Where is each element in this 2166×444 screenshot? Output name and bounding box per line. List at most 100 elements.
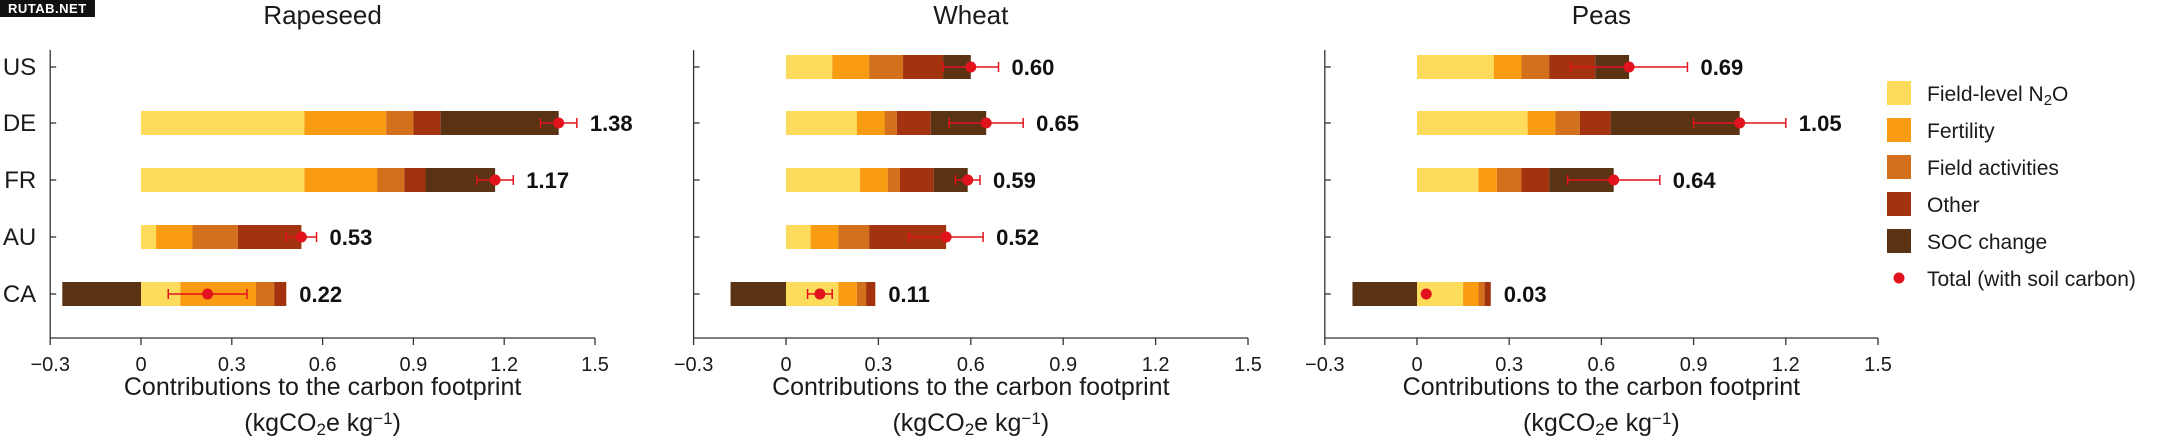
x-axis-title: Contributions to the carbon footprint <box>124 373 522 401</box>
bar-segment-de-field-activities <box>1555 111 1580 135</box>
legend-item: Field activities <box>1887 155 2059 180</box>
unit-part: (kgCO <box>244 409 316 437</box>
x-tick-label: 1.5 <box>581 354 609 376</box>
total-label: 0.52 <box>996 225 1039 250</box>
category-label: DE <box>3 110 36 137</box>
unit-part: e kg <box>974 409 1021 437</box>
bar-segment-fr-field-activities <box>887 168 900 192</box>
bar-segment-de-field-level-n2o <box>141 111 305 135</box>
bar-segment-ca-field-activities <box>256 282 275 306</box>
bar-segment-ca-soc-change <box>62 282 141 306</box>
unit-part: 2 <box>965 420 974 439</box>
bar-segment-fr-other <box>899 168 934 192</box>
bar-segment-fr-fertility <box>304 168 378 192</box>
x-tick-label: 0.3 <box>218 354 246 376</box>
legend-label: Other <box>1927 194 1980 217</box>
total-label: 1.05 <box>1799 111 1842 136</box>
legend-swatch <box>1887 229 1911 253</box>
legend-item: Total (with soil carbon) <box>1893 268 2136 291</box>
total-point <box>553 117 565 129</box>
total-point <box>814 288 826 300</box>
x-tick-label: −0.3 <box>30 354 69 376</box>
legend-text: SOC change <box>1927 231 2047 254</box>
legend-text: Fertility <box>1927 120 1995 143</box>
bar-segment-de-fertility <box>1527 111 1556 135</box>
x-tick-label: 1.2 <box>1772 354 1800 376</box>
bar-segment-de-field-activities <box>386 111 414 135</box>
bar-segment-de-fertility <box>856 111 885 135</box>
bar-segment-fr-other <box>1521 168 1550 192</box>
bar-segment-fr-fertility <box>1478 168 1497 192</box>
bar-segment-au-fertility <box>810 225 839 249</box>
unit-part: −1 <box>1021 409 1040 428</box>
total-point <box>1623 61 1635 73</box>
bar-segment-ca-field-activities <box>1478 282 1485 306</box>
total-point <box>295 231 307 243</box>
legend-label: Field activities <box>1927 157 2059 180</box>
bar-segment-us-other <box>903 55 944 79</box>
bar-segment-us-field-level-n2o <box>786 55 833 79</box>
total-label: 0.11 <box>888 282 930 307</box>
category-label: FR <box>4 167 36 194</box>
unit-part: e kg <box>1605 409 1652 437</box>
x-tick-label: 1.2 <box>490 354 518 376</box>
x-tick-label: −0.3 <box>674 354 713 376</box>
x-tick-label: 1.2 <box>1142 354 1170 376</box>
total-label: 0.03 <box>1504 282 1547 307</box>
bar-segment-au-field-level-n2o <box>141 225 157 249</box>
unit-part: e kg <box>326 409 373 437</box>
bar-segment-ca-field-activities <box>856 282 867 306</box>
total-label: 0.53 <box>330 225 373 250</box>
x-axis-title: Contributions to the carbon footprint <box>772 373 1170 401</box>
total-point <box>940 231 952 243</box>
bar-segment-de-field-level-n2o <box>786 111 857 135</box>
total-point <box>980 117 992 129</box>
legend-text: Field-level N <box>1927 83 2044 106</box>
legend-text: Field activities <box>1927 157 2059 180</box>
legend-label: Fertility <box>1927 120 1995 143</box>
legend-dot <box>1893 272 1905 284</box>
x-axis-unit: (kgCO2e kg−1) <box>892 409 1049 439</box>
bar-segment-de-other <box>413 111 441 135</box>
total-point <box>1734 117 1746 129</box>
x-tick-label: −0.3 <box>1305 354 1344 376</box>
bar-segment-us-field-level-n2o <box>1417 55 1494 79</box>
unit-part: 2 <box>316 420 325 439</box>
total-label: 1.17 <box>526 168 569 193</box>
unit-part: ) <box>1041 409 1049 437</box>
legend-item: Fertility <box>1887 118 1995 143</box>
legend-label: Total (with soil carbon) <box>1927 268 2136 291</box>
bar-segment-ca-soc-change <box>730 282 786 306</box>
x-tick-label: 1.5 <box>1234 354 1262 376</box>
x-tick-label: 0.9 <box>1049 354 1077 376</box>
legend-swatch <box>1887 192 1911 216</box>
x-tick-label: 0.6 <box>1587 354 1615 376</box>
bar-segment-fr-field-level-n2o <box>141 168 305 192</box>
bar-segment-de-field-activities <box>884 111 897 135</box>
unit-part: −1 <box>373 409 392 428</box>
total-point <box>202 288 214 300</box>
x-tick-label: 0.9 <box>399 354 427 376</box>
legend-item: SOC change <box>1887 229 2047 254</box>
total-label: 0.64 <box>1673 168 1717 193</box>
legend: Field-level N2O Fertility Field activities… <box>1887 81 2136 291</box>
bar-segment-fr-field-activities <box>1496 168 1522 192</box>
panel-title: Wheat <box>933 0 1009 30</box>
x-tick-label: 1.5 <box>1864 354 1892 376</box>
x-tick-label: 0 <box>780 354 791 376</box>
legend-item: Other <box>1887 192 1980 217</box>
legend-swatch <box>1887 81 1911 105</box>
bar-segment-us-field-activities <box>869 55 904 79</box>
total-point <box>489 174 501 186</box>
total-label: 0.22 <box>299 282 342 307</box>
bar-segment-ca-fertility <box>838 282 857 306</box>
category-label: CA <box>3 281 36 308</box>
panel-title: Rapeseed <box>263 0 382 30</box>
bar-segment-au-field-activities <box>838 225 870 249</box>
panel-rapeseed: Rapeseed US DE FR AU CA −0.3 0 0.3 0.6 0.9 1.2 1.5 Co… <box>3 0 633 439</box>
x-tick-label: 0 <box>135 354 146 376</box>
legend-text: O <box>2052 83 2068 106</box>
legend-label: Field-level N2O <box>1927 83 2068 109</box>
total-label: 0.69 <box>1700 55 1743 80</box>
